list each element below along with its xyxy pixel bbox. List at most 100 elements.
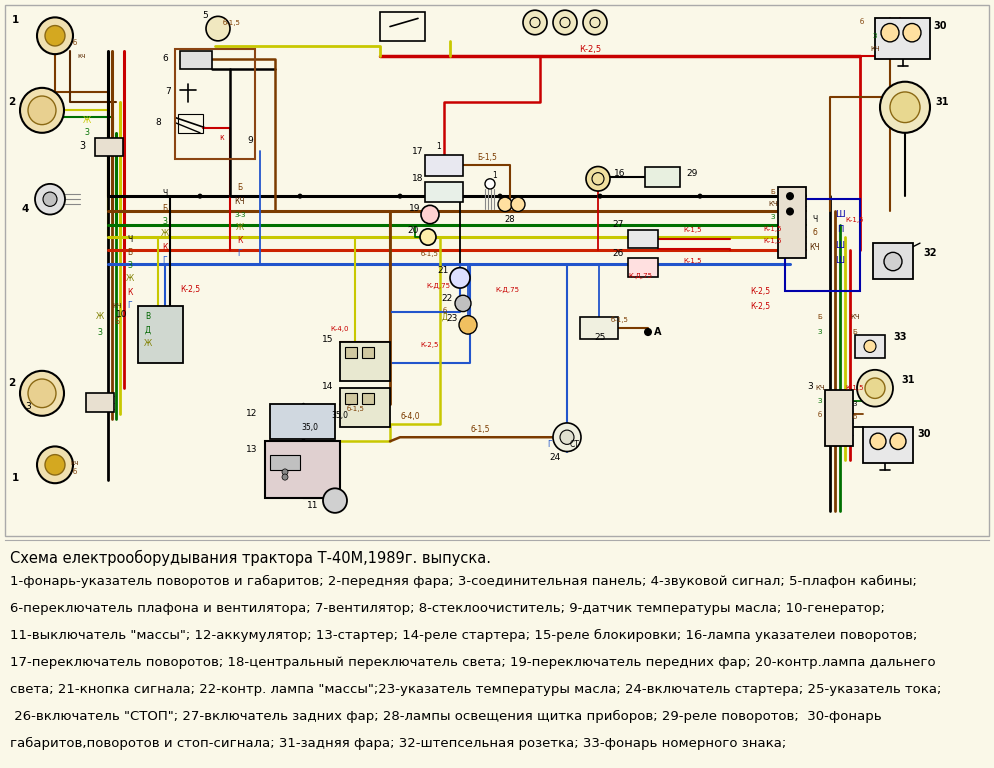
Bar <box>345 347 357 358</box>
Text: б: б <box>818 412 822 418</box>
Text: 9: 9 <box>248 137 252 145</box>
Text: 35,0: 35,0 <box>301 422 318 432</box>
Circle shape <box>864 340 876 353</box>
Text: 1-фонарь-указатель поворотов и габаритов; 2-передняя фара; 3-соединительная пане: 1-фонарь-указатель поворотов и габаритов… <box>10 574 916 588</box>
Circle shape <box>43 192 57 207</box>
Circle shape <box>857 370 893 406</box>
Text: б: б <box>853 414 857 420</box>
Text: 13: 13 <box>247 445 257 454</box>
Text: 3: 3 <box>25 402 31 411</box>
Circle shape <box>20 371 64 415</box>
Bar <box>86 393 114 412</box>
Text: К: К <box>127 288 132 296</box>
Text: Б-1,5: Б-1,5 <box>477 153 497 162</box>
Bar <box>628 259 658 276</box>
Bar <box>270 455 300 470</box>
Text: КЧ: КЧ <box>235 197 246 206</box>
Text: К-Д,75: К-Д,75 <box>628 273 652 279</box>
Text: 23: 23 <box>446 314 457 323</box>
Circle shape <box>786 207 794 216</box>
Text: Ш: Ш <box>836 256 845 265</box>
Circle shape <box>865 378 885 399</box>
Text: 26-включатель "СТОП"; 27-включатель задних фар; 28-лампы освещения щитка приборо: 26-включатель "СТОП"; 27-включатель задн… <box>10 710 882 723</box>
Text: 28: 28 <box>505 215 515 224</box>
Text: К-2,5: К-2,5 <box>749 302 770 311</box>
Circle shape <box>282 469 288 475</box>
Text: К-1,5: К-1,5 <box>846 217 864 223</box>
Circle shape <box>880 81 930 133</box>
Circle shape <box>597 194 602 199</box>
Text: Б: Б <box>162 204 168 213</box>
Circle shape <box>421 205 439 223</box>
Circle shape <box>198 194 203 199</box>
Text: КЧ: КЧ <box>810 243 820 252</box>
Text: 3: 3 <box>79 141 85 151</box>
Circle shape <box>644 328 652 336</box>
Text: кч: кч <box>78 53 86 59</box>
Bar <box>873 243 913 279</box>
Circle shape <box>884 253 902 271</box>
Text: Г: Г <box>238 249 243 258</box>
Text: Б: Б <box>770 189 775 195</box>
Circle shape <box>523 10 547 35</box>
Circle shape <box>459 316 477 334</box>
Text: кч: кч <box>71 460 80 465</box>
Text: Ч: Ч <box>127 234 132 243</box>
Bar <box>580 316 618 339</box>
Text: КЧ: КЧ <box>870 46 880 52</box>
Text: 11: 11 <box>307 502 319 510</box>
Circle shape <box>37 446 73 483</box>
Text: К-1,5: К-1,5 <box>763 226 782 232</box>
Circle shape <box>20 88 64 133</box>
Text: 7: 7 <box>165 88 171 97</box>
Circle shape <box>28 96 56 124</box>
Text: З-3: З-3 <box>235 211 246 217</box>
Text: б-1,5: б-1,5 <box>347 406 365 412</box>
Text: КЧ: КЧ <box>815 386 825 391</box>
Text: б-1,5: б-1,5 <box>611 316 629 323</box>
Bar <box>362 347 374 358</box>
Text: 6: 6 <box>162 54 168 63</box>
Bar <box>178 114 203 133</box>
Bar <box>825 390 853 446</box>
Text: 8: 8 <box>155 118 161 127</box>
Text: Ж: Ж <box>83 116 91 125</box>
Text: К-2,5: К-2,5 <box>180 285 200 293</box>
Text: 14: 14 <box>322 382 334 391</box>
Text: 24: 24 <box>550 453 561 462</box>
Text: 31: 31 <box>935 98 948 108</box>
Text: В: В <box>145 312 150 321</box>
Text: Ш: Ш <box>836 240 845 250</box>
Circle shape <box>206 16 230 41</box>
Text: Схема електрооборудывания трактора Т-40М,1989г. выпуска.: Схема електрооборудывания трактора Т-40М… <box>10 550 491 566</box>
Circle shape <box>35 184 65 214</box>
Bar <box>362 393 374 403</box>
Text: К: К <box>238 236 243 244</box>
Text: б-4,0: б-4,0 <box>401 412 419 422</box>
Bar <box>855 335 885 358</box>
Text: 32: 32 <box>923 248 936 258</box>
Text: б: б <box>73 40 78 46</box>
Bar <box>628 230 658 248</box>
Text: З: З <box>97 327 102 336</box>
Text: 18: 18 <box>413 174 423 184</box>
Text: Г: Г <box>127 301 132 310</box>
Text: Ч: Ч <box>162 189 168 197</box>
Text: 26: 26 <box>612 249 623 258</box>
Text: 1: 1 <box>493 171 497 180</box>
Text: Ж: Ж <box>161 230 169 238</box>
Circle shape <box>297 194 302 199</box>
Text: К-Д,75: К-Д,75 <box>426 283 450 289</box>
Bar <box>175 49 255 160</box>
Text: К-1,5: К-1,5 <box>684 227 702 233</box>
Circle shape <box>890 92 920 123</box>
Text: Г: Г <box>548 440 553 449</box>
Text: К-2,5: К-2,5 <box>579 45 601 54</box>
Text: 19: 19 <box>410 204 420 213</box>
Text: К-2,5: К-2,5 <box>749 286 770 296</box>
Text: б: б <box>813 228 817 237</box>
Text: Б: Б <box>114 317 119 326</box>
Text: П: П <box>837 225 843 234</box>
Text: Ж: Ж <box>144 339 152 348</box>
Text: Ж: Ж <box>126 274 134 283</box>
